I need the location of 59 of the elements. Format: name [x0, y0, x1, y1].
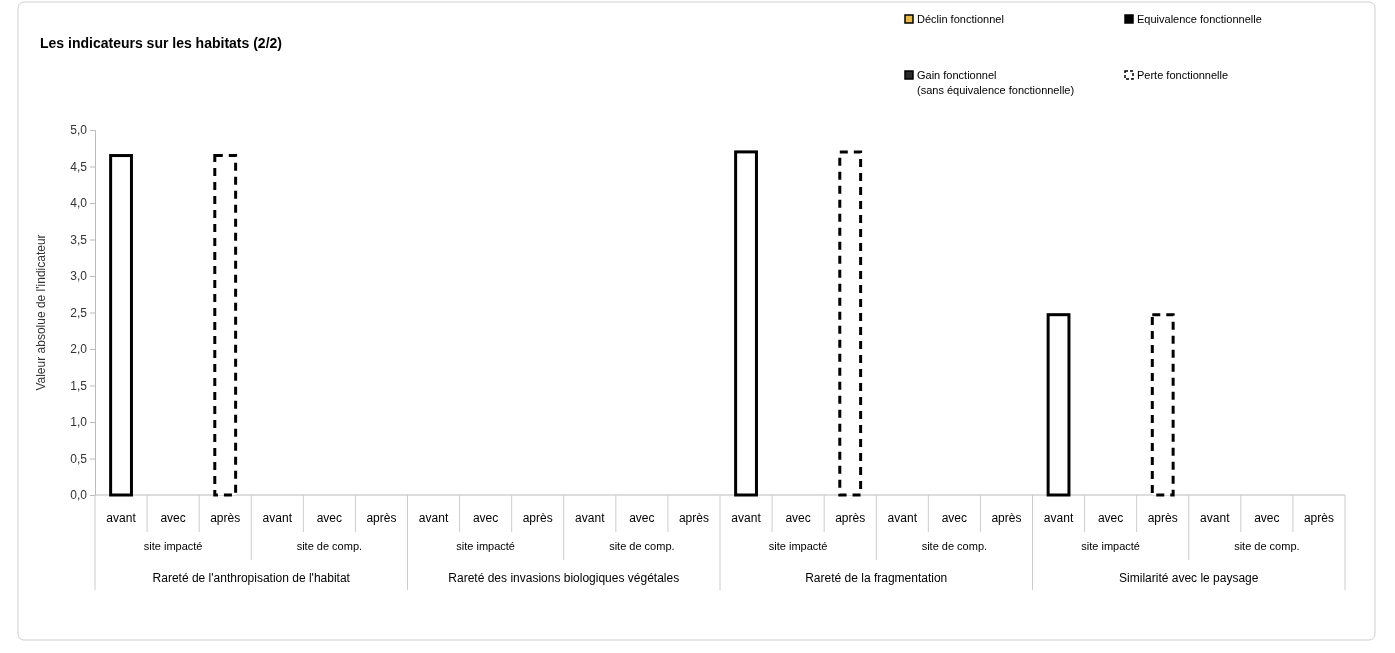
text: Rareté des invasions biologiques végétales [448, 571, 680, 585]
x-tick-label: avec [629, 511, 655, 525]
bar [838, 150, 863, 497]
x-tick-label: avec [941, 511, 968, 525]
x-tick-label: avant [1043, 511, 1074, 525]
x-tick-label: après [991, 511, 1022, 525]
x-tick-label: avec [785, 511, 811, 525]
x-tick-label: après [678, 511, 709, 525]
text: site impacté [1081, 540, 1140, 552]
text: site impacté [143, 540, 203, 552]
chart-title: Les indicateurs sur les habitats (2/2) [40, 35, 282, 51]
y-tick-label: 4,5 [70, 159, 88, 174]
x-tick-label: avec [1254, 511, 1280, 525]
text: site de comp. [296, 540, 363, 552]
x-tick-label: après [210, 511, 241, 525]
y-tick-label: 3,5 [70, 232, 88, 247]
text: site impacté [768, 540, 828, 552]
x-tick-label: avant [887, 511, 918, 525]
text: Similarité avec le paysage [1119, 571, 1259, 585]
legend-label: Equivalence fonctionnelle [1137, 13, 1262, 25]
x-tick-label: avant [418, 511, 449, 525]
y-tick-label: 0,0 [70, 488, 88, 503]
y-tick-label: 1,5 [70, 378, 88, 393]
x-tick-label: avant [1200, 511, 1231, 525]
y-tick-label: 2,0 [70, 342, 88, 357]
x-tick-label: avant [262, 511, 293, 525]
y-tick-label: 5,0 [70, 123, 88, 138]
y-tick-label: 0,5 [70, 451, 88, 466]
x-tick-label: avant [575, 511, 606, 525]
x-tick-label: avant [731, 511, 762, 525]
y-tick-label: 1,0 [70, 415, 88, 430]
text: Rareté de la fragmentation [805, 571, 948, 585]
y-axis-title: Valeur absolue de l'indicateur [34, 234, 48, 391]
bar [734, 150, 758, 497]
bar [1046, 313, 1071, 497]
bar [213, 154, 238, 497]
legend-label: Perte fonctionnelle [1137, 69, 1229, 81]
text: site de comp. [921, 540, 988, 552]
x-tick-label: après [835, 511, 866, 525]
text: Rareté de l'anthropisation de l'habitat [152, 571, 351, 585]
x-tick-label: avec [160, 511, 186, 525]
legend-label: Déclin fonctionnel [917, 13, 1004, 25]
x-tick-label: avant [106, 511, 137, 525]
bar [109, 154, 133, 497]
text: site impacté [456, 540, 515, 552]
x-tick-label: avec [1097, 511, 1124, 525]
text: site de comp. [1234, 540, 1300, 552]
x-tick-label: après [366, 511, 397, 525]
legend-label: Gain fonctionnel (sans équivalence fonctionnelle) [917, 69, 1075, 96]
x-tick-label: avec [472, 511, 499, 525]
x-tick-label: après [522, 511, 553, 525]
x-tick-label: après [1147, 511, 1178, 525]
x-tick-label: après [1303, 511, 1334, 525]
x-tick-label: avec [316, 511, 343, 525]
text: site de comp. [609, 540, 675, 552]
y-tick-label: 4,0 [70, 196, 88, 211]
bar [1150, 313, 1175, 497]
y-tick-label: 3,0 [70, 269, 88, 284]
y-tick-label: 2,5 [70, 305, 88, 320]
